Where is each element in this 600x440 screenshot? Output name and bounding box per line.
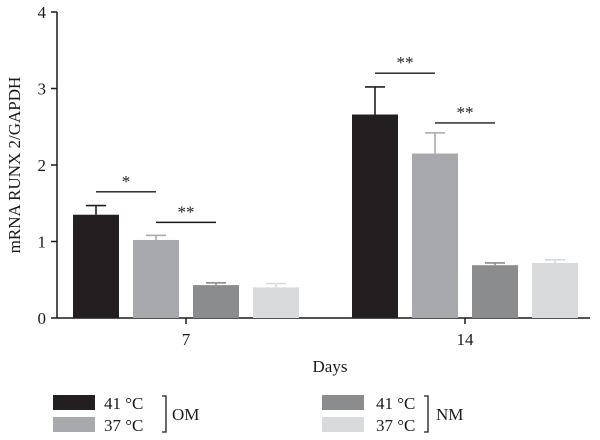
bar [532, 262, 578, 318]
legend-series-label: 37 °C [104, 416, 143, 435]
legend-swatch [322, 395, 364, 410]
y-axis-label: mRNA RUNX 2/GAPDH [5, 77, 24, 254]
bar [253, 287, 299, 318]
bar [412, 153, 458, 318]
legend-series-label: 41 °C [376, 394, 415, 413]
bar [133, 239, 179, 318]
legend: 41 °C 37 °C OM 41 °C 37 °C NM [53, 394, 463, 435]
significance-label: ** [178, 202, 195, 221]
error-bars-layer [86, 86, 565, 288]
bar [472, 265, 518, 318]
y-axis-ticks: 0 1 2 3 4 [38, 3, 57, 328]
significance-label: * [122, 172, 131, 191]
y-tick-label: 2 [38, 156, 47, 175]
y-tick-label: 4 [38, 3, 47, 22]
legend-group-label: NM [436, 405, 463, 424]
legend-swatch [322, 417, 364, 432]
legend-swatch [53, 417, 95, 432]
legend-bracket [162, 395, 167, 433]
bar [73, 214, 119, 318]
y-tick-label: 0 [38, 309, 47, 328]
bar [352, 114, 398, 318]
x-axis-label: Days [313, 357, 348, 376]
y-tick-label: 1 [38, 233, 47, 252]
bar [193, 285, 239, 318]
legend-swatch [53, 395, 95, 410]
legend-group-label: OM [172, 405, 199, 424]
x-tick-label: 14 [457, 330, 475, 349]
significance-label: ** [457, 103, 474, 122]
legend-series-label: 41 °C [104, 394, 143, 413]
bars-layer [73, 114, 578, 318]
significance-label: ** [397, 53, 414, 72]
significance-layer: ******* [96, 53, 495, 224]
legend-bracket [424, 395, 429, 433]
legend-series-label: 37 °C [376, 416, 415, 435]
y-tick-label: 3 [38, 80, 47, 99]
x-tick-label: 7 [182, 330, 191, 349]
x-axis-ticks: 7 14 [182, 318, 474, 349]
